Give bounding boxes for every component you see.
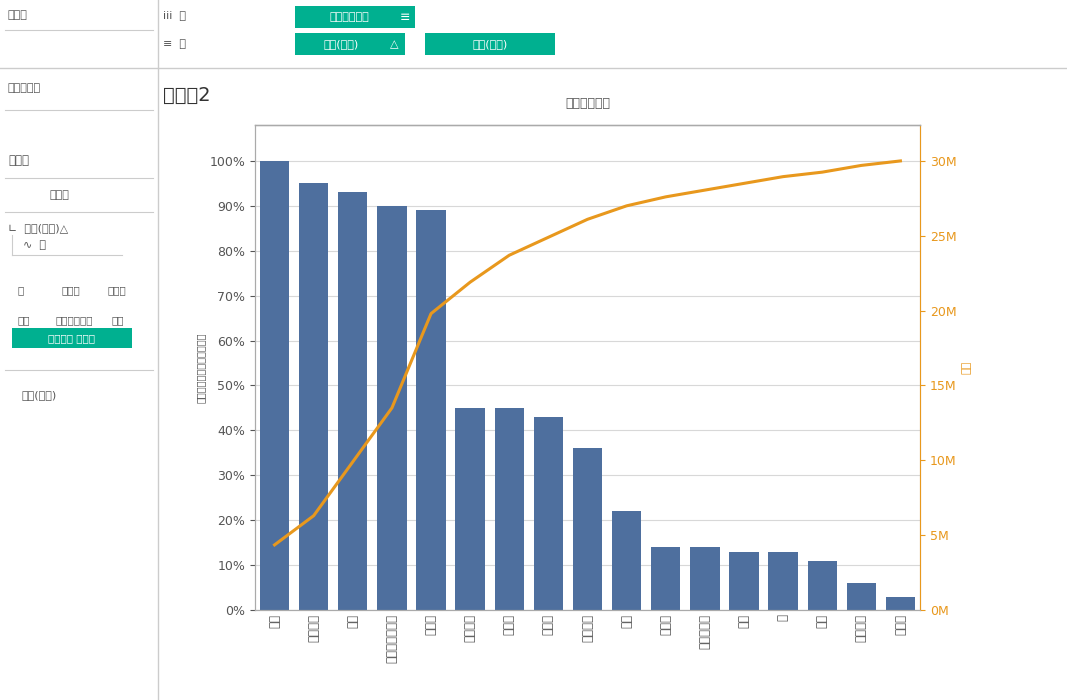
Bar [768, 552, 798, 610]
Text: メジャー ネーム: メジャー ネーム [48, 333, 96, 343]
Bar [690, 547, 719, 610]
Text: フィルター: フィルター [7, 83, 42, 93]
Bar [456, 408, 484, 610]
Text: シート2: シート2 [163, 85, 210, 104]
Bar [886, 596, 915, 610]
Text: サイズ: サイズ [62, 285, 81, 295]
Bar [378, 206, 407, 610]
Text: ツールヒント: ツールヒント [55, 315, 93, 325]
Bar [299, 183, 329, 610]
Bar [416, 210, 446, 610]
Text: iii  列: iii 列 [163, 10, 186, 20]
Text: ∟  合計(売上)△: ∟ 合計(売上)△ [7, 223, 68, 233]
Bar [495, 408, 524, 610]
Text: 合計(売上): 合計(売上) [473, 39, 508, 49]
Text: ≡: ≡ [400, 10, 411, 24]
Text: 合計(売上): 合計(売上) [323, 39, 359, 49]
Text: 合計(売上): 合計(売上) [22, 390, 58, 400]
Bar [808, 561, 837, 610]
Text: パス: パス [112, 315, 125, 325]
Text: 色: 色 [18, 285, 25, 295]
Text: △: △ [389, 39, 398, 49]
Text: ≡  行: ≡ 行 [163, 39, 186, 49]
Y-axis label: 売上の合計の累計合計の％: 売上の合計の累計合計の％ [195, 332, 205, 402]
Y-axis label: 売上: 売上 [962, 361, 972, 374]
Bar [612, 511, 641, 610]
Bar [651, 547, 681, 610]
Bar [573, 448, 602, 610]
Text: 詳細: 詳細 [18, 315, 31, 325]
Bar [260, 161, 289, 610]
Bar [730, 552, 759, 610]
Text: すべて: すべて [50, 190, 69, 200]
Text: サブカテゴリ: サブカテゴリ [329, 12, 369, 22]
Text: ページ: ページ [7, 10, 28, 20]
Bar [534, 417, 563, 610]
Bar [846, 583, 876, 610]
Text: ラベル: ラベル [108, 285, 127, 295]
Text: マーク: マーク [7, 153, 29, 167]
Bar [338, 193, 367, 610]
Text: サブカテゴリ: サブカテゴリ [566, 97, 610, 111]
Text: ∿  線: ∿ 線 [23, 240, 46, 250]
